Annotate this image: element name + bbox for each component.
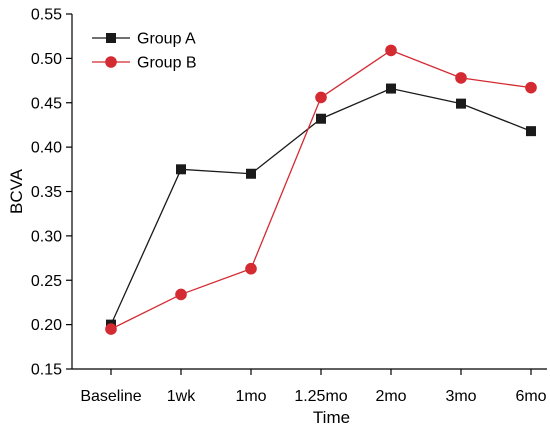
legend-item: Group A [92, 31, 196, 48]
legend-label: Group A [137, 31, 196, 48]
y-tick-label: 0.15 [31, 362, 62, 379]
x-tick-label: Baseline [80, 388, 141, 405]
data-point [386, 83, 396, 94]
data-point [315, 91, 327, 104]
x-tick-label: 1mo [235, 388, 266, 405]
y-tick-label: 0.30 [31, 228, 62, 245]
data-point [455, 72, 467, 84]
y-tick-label: 0.25 [31, 273, 62, 290]
data-point [526, 126, 536, 137]
legend-marker [106, 33, 116, 43]
legend-label: Group B [137, 55, 197, 72]
x-tick-label: 6mo [515, 388, 546, 405]
data-point [525, 81, 537, 94]
series-layer [105, 44, 537, 335]
y-axis-title: BCVA [7, 168, 26, 214]
legend: Group A Group B [92, 31, 197, 72]
x-tick-label: 1wk [167, 388, 196, 405]
data-point [176, 164, 186, 175]
x-axis-title: Time [313, 408, 350, 427]
y-tick-label: 0.35 [31, 184, 62, 201]
legend-marker [105, 56, 117, 68]
data-point [316, 113, 326, 124]
series-line [110, 87, 532, 325]
y-tick-label: 0.20 [31, 317, 62, 334]
data-point [456, 98, 466, 109]
series-group-a [106, 83, 536, 330]
y-tick-label: 0.45 [31, 95, 62, 112]
y-tick-label: 0.50 [31, 51, 62, 68]
series-group-b [105, 44, 537, 335]
legend-item: Group B [92, 55, 197, 72]
data-point [175, 288, 187, 301]
data-point [245, 262, 257, 275]
x-tick-label: 3mo [445, 388, 476, 405]
x-tick-label: 2mo [375, 388, 406, 405]
axes: 0.15 0.20 0.25 0.30 0.35 0.40 0.45 0.50 0.55 Base… [31, 7, 547, 405]
data-point [385, 44, 397, 57]
x-tick-label: 1.25mo [294, 388, 347, 405]
data-point [105, 323, 117, 335]
data-point [246, 168, 256, 179]
y-tick-label: 0.55 [31, 7, 62, 24]
y-tick-label: 0.40 [31, 140, 62, 157]
